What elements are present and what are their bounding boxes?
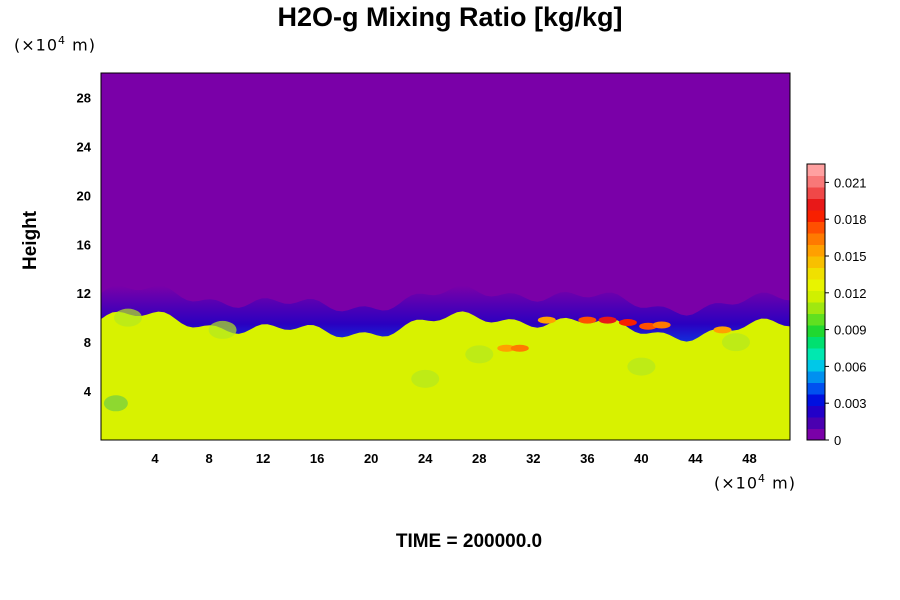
- y-tick-label: 12: [77, 286, 91, 301]
- colorbar-segment: [807, 394, 825, 406]
- colorbar-tick-label: 0.021: [834, 175, 867, 190]
- x-tick-label: 32: [526, 451, 540, 466]
- high-value-cell-6: [652, 321, 671, 329]
- x-tick-label: 44: [688, 451, 703, 466]
- high-value-cell-3: [598, 316, 617, 324]
- colorbar-segment: [807, 244, 825, 257]
- moist-patch-0: [114, 308, 143, 327]
- moist-patch-5: [721, 333, 750, 352]
- colorbar-tick-label: 0.003: [834, 396, 867, 411]
- x-axis-unit: (×104 m): [714, 472, 796, 493]
- colorbar-tick-label: 0.009: [834, 323, 867, 338]
- time-label: TIME = 200000.0: [395, 531, 543, 552]
- y-tick-label: 8: [84, 335, 91, 350]
- high-value-cell-7: [537, 316, 556, 324]
- colorbar-segment: [807, 417, 825, 429]
- colorbar-segment: [807, 313, 825, 326]
- colorbar-segment: [807, 279, 825, 291]
- colorbar-tick-label: 0.018: [834, 212, 867, 227]
- y-tick-label: 4: [84, 384, 92, 399]
- moist-patch-low: [103, 395, 128, 412]
- colorbar-segment: [807, 267, 825, 280]
- colorbar-segment: [807, 348, 825, 360]
- moist-patch-3: [465, 345, 494, 364]
- colorbar-segment: [807, 198, 825, 211]
- colorbar-tick-label: 0: [834, 433, 841, 448]
- colorbar-segment: [807, 371, 825, 383]
- colorbar-segment: [807, 336, 825, 349]
- colorbar-segment: [807, 221, 825, 234]
- moist-patch-4: [627, 357, 656, 376]
- x-tick-label: 36: [580, 451, 594, 466]
- high-value-cell-0: [497, 344, 516, 352]
- high-value-cell-5: [639, 322, 658, 330]
- colorbar-tick-label: 0.012: [834, 286, 867, 301]
- colorbar-segment: [807, 175, 825, 188]
- y-tick-label: 24: [77, 139, 92, 154]
- x-tick-label: 16: [310, 451, 324, 466]
- colorbar-segment: [807, 428, 825, 441]
- moist-region: [101, 311, 790, 440]
- y-tick-label: 16: [77, 237, 91, 252]
- colorbar-segment: [807, 233, 825, 245]
- x-tick-label: 48: [742, 451, 756, 466]
- y-axis-unit: (×104 m): [14, 34, 96, 55]
- high-value-cell-1: [510, 344, 529, 352]
- y-tick-label: 20: [77, 188, 91, 203]
- colorbar-segment: [807, 382, 825, 395]
- colorbar-segment: [807, 187, 825, 199]
- y-tick-label: 28: [77, 90, 91, 105]
- colorbar-tick-label: 0.015: [834, 249, 867, 264]
- moist-patch-2: [411, 369, 440, 388]
- colorbar-segment: [807, 256, 825, 268]
- colorbar-segment: [807, 405, 825, 418]
- high-value-cell-8: [713, 326, 732, 334]
- plot-area: [101, 73, 790, 440]
- x-tick-label: 4: [151, 451, 159, 466]
- x-tick-label: 12: [256, 451, 270, 466]
- high-value-cell-4: [618, 319, 637, 327]
- high-value-cell-2: [578, 316, 597, 324]
- colorbar-segment: [807, 325, 825, 337]
- moist-patch-1: [208, 320, 237, 339]
- chart-title: H2O-g Mixing Ratio [kg/kg]: [277, 2, 623, 32]
- x-tick-label: 20: [364, 451, 378, 466]
- colorbar-segment: [807, 164, 825, 176]
- plot-frame: [100, 72, 791, 441]
- colorbar-segment: [807, 359, 825, 372]
- x-tick-label: 28: [472, 451, 486, 466]
- x-tick-label: 8: [205, 451, 212, 466]
- colorbar-tick-label: 0.006: [834, 359, 867, 374]
- colorbar-segment: [807, 302, 825, 314]
- colorbar: 0 0.003 0.006 0.009 0.012 0.015 0.018 0.021: [806, 163, 867, 448]
- x-tick-label: 24: [418, 451, 433, 466]
- colorbar-frame: [806, 163, 826, 441]
- colorbar-segment: [807, 290, 825, 303]
- x-tick-label: 40: [634, 451, 648, 466]
- colorbar-segment: [807, 210, 825, 222]
